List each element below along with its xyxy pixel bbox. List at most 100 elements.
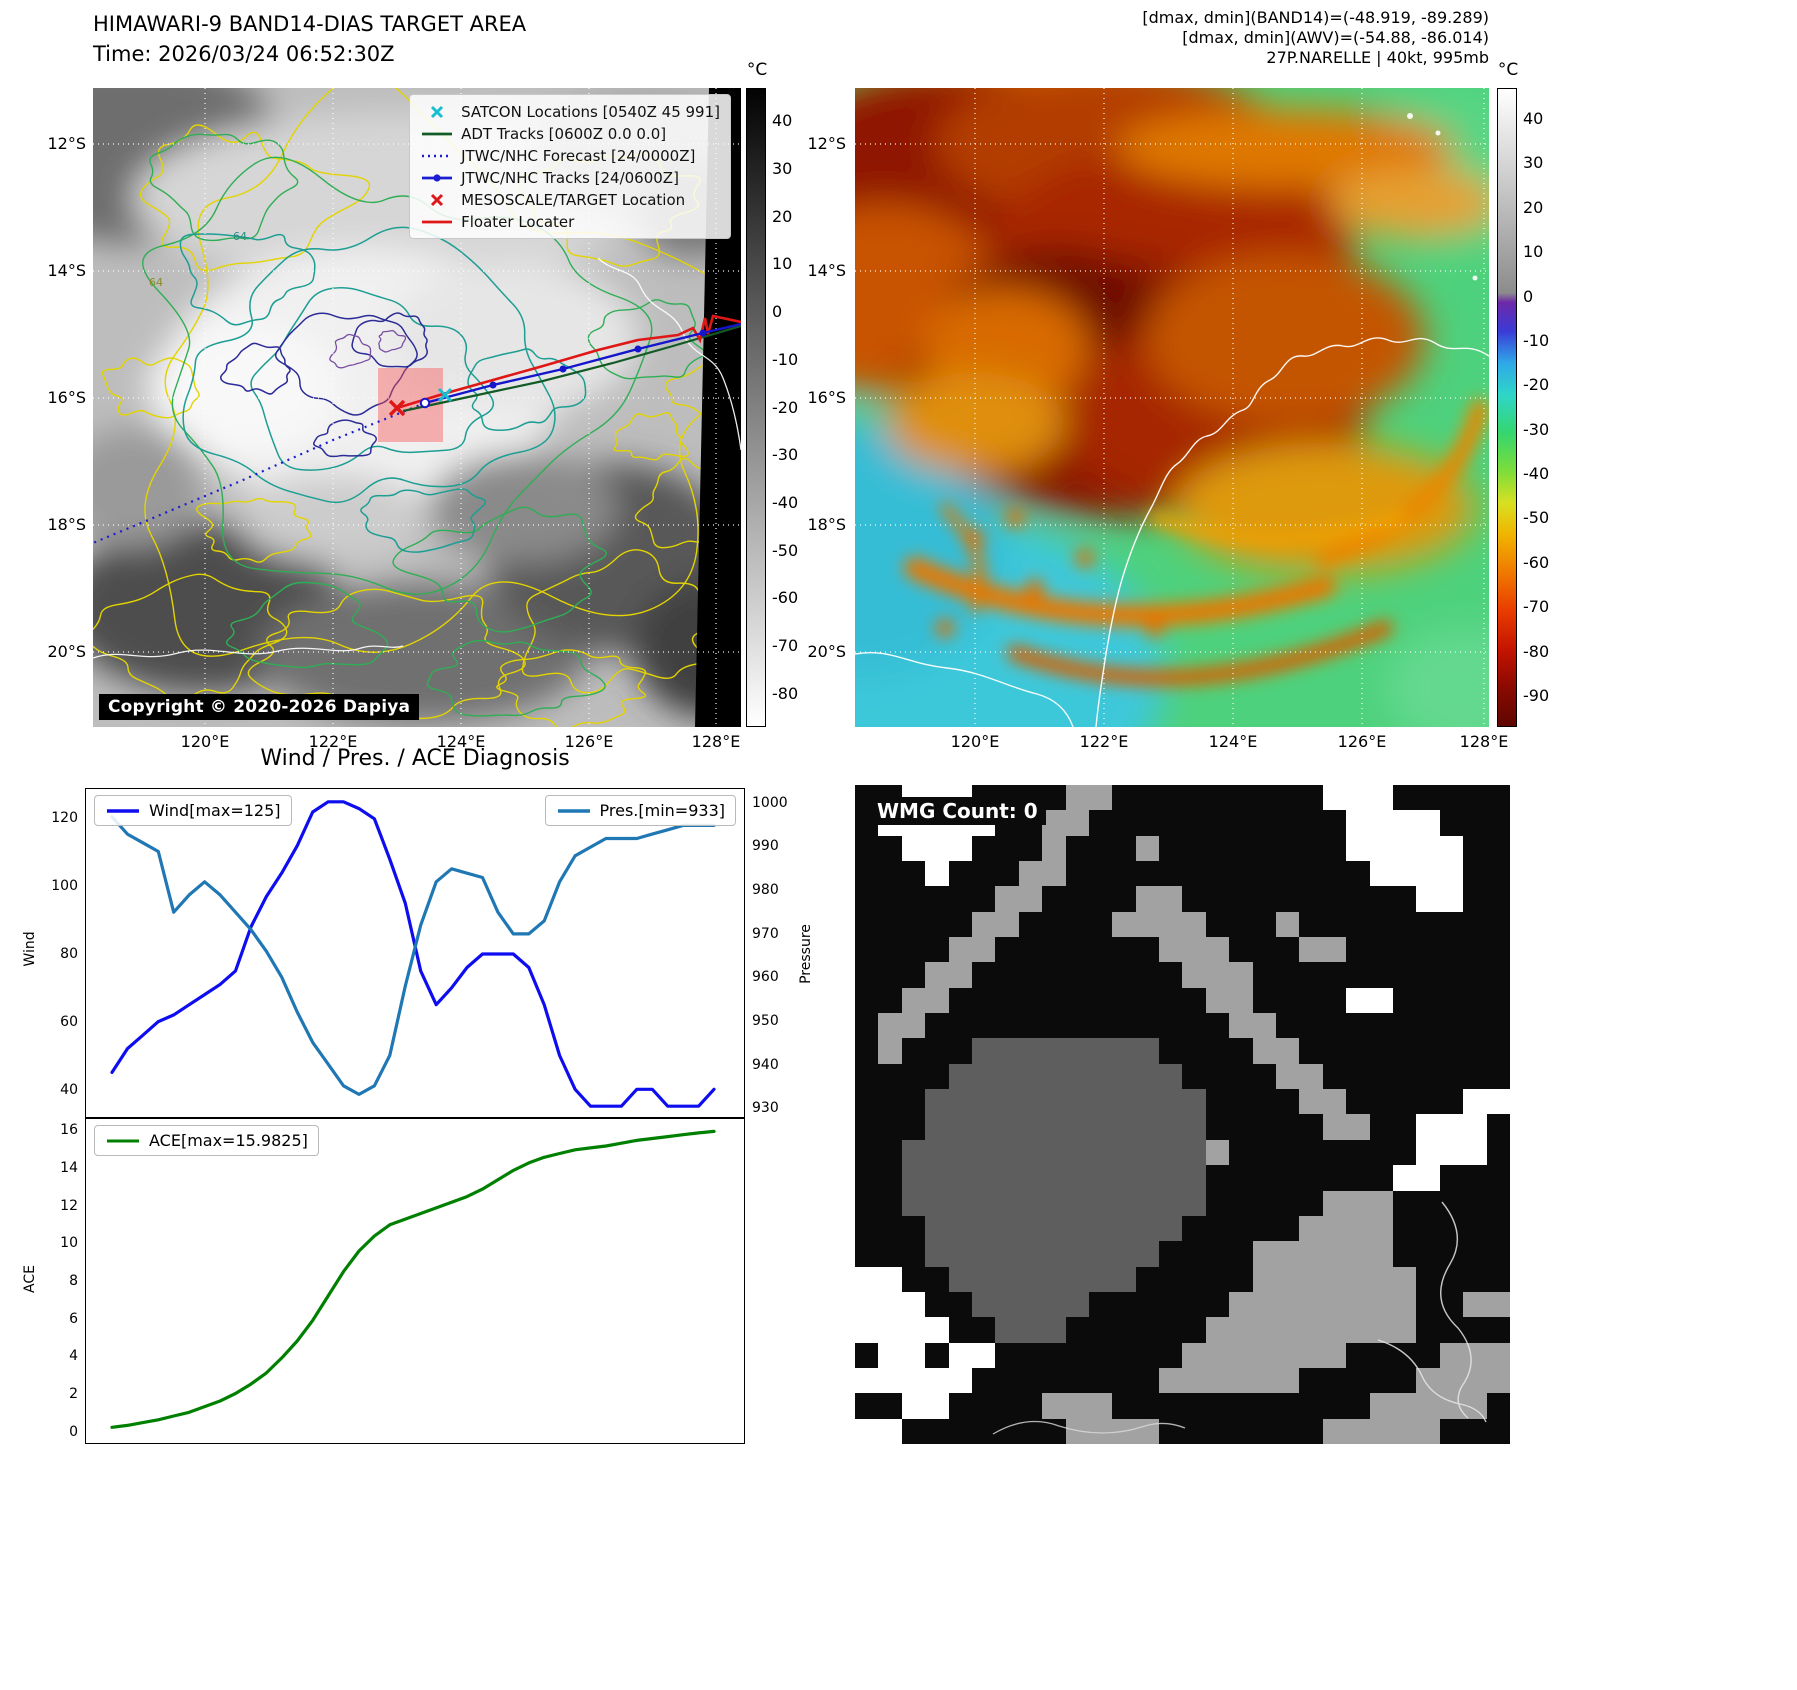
wmg-cell xyxy=(1393,937,1417,963)
wmg-cell xyxy=(995,1367,1019,1394)
wmg-cell xyxy=(1486,1393,1510,1419)
pressure-axis-tick-label: 950 xyxy=(752,1013,779,1029)
wmg-cell xyxy=(971,1291,996,1318)
wmg-cell xyxy=(1252,1342,1277,1368)
awv-colorbar xyxy=(1497,88,1517,727)
awv-lat-tick-label: 16°S xyxy=(807,388,846,407)
band14-time-subtitle: Time: 2026/03/24 06:52:30Z xyxy=(93,42,395,66)
wmg-cell xyxy=(1018,886,1043,912)
wmg-cell xyxy=(1252,861,1277,887)
wmg-cell xyxy=(1299,911,1323,938)
wmg-cell xyxy=(1205,785,1230,811)
wmg-coastline-overlay-2 xyxy=(992,1420,1186,1435)
wmg-cell xyxy=(1439,1114,1464,1140)
wmg-cell xyxy=(878,1291,902,1318)
wmg-cell xyxy=(1463,1038,1487,1064)
wmg-cell xyxy=(1322,1190,1347,1216)
wmg-cell xyxy=(1182,962,1206,988)
wmg-cell xyxy=(1182,1190,1206,1216)
wmg-cell xyxy=(1276,1393,1300,1419)
ace-axis-tick-label: 6 xyxy=(69,1311,78,1327)
wmg-cell xyxy=(1182,1291,1206,1318)
wmg-cell xyxy=(1065,962,1089,988)
wmg-cell xyxy=(855,1266,879,1292)
wmg-cell xyxy=(1018,1215,1043,1242)
wmg-cell xyxy=(901,1367,926,1394)
wmg-cell xyxy=(1463,987,1487,1014)
wmg-cell xyxy=(948,1342,972,1368)
wmg-cell xyxy=(1416,835,1440,862)
wmg-cell xyxy=(1416,1241,1440,1267)
wind-pressure-plot-area xyxy=(110,800,716,1108)
wmg-cell xyxy=(1205,1266,1230,1292)
wmg-cell xyxy=(1252,911,1277,938)
wmg-cell xyxy=(1042,785,1066,811)
wmg-cell xyxy=(1346,1114,1370,1140)
wmg-cell xyxy=(948,937,972,963)
wmg-cell xyxy=(1346,1013,1370,1039)
wmg-cell xyxy=(1159,1089,1183,1115)
wmg-cell xyxy=(1439,1317,1464,1343)
wmg-cell xyxy=(971,1165,996,1191)
wmg-cell xyxy=(1065,1342,1089,1368)
pressure-legend: Pres.[min=933] xyxy=(544,795,736,826)
legend-item-label: SATCON Locations [0540Z 45 991] xyxy=(461,102,720,121)
wmg-cell xyxy=(1088,1165,1113,1191)
wmg-cell xyxy=(1276,1038,1300,1064)
wmg-cell xyxy=(1439,886,1464,912)
wmg-cell xyxy=(1416,861,1440,887)
wind-axis-tick-label: 120 xyxy=(51,810,78,826)
wmg-cell xyxy=(948,987,972,1014)
wmg-cell xyxy=(1463,1291,1487,1318)
wmg-cell xyxy=(1346,785,1370,811)
wmg-cell xyxy=(1205,1063,1230,1090)
wmg-cell xyxy=(1416,1317,1440,1343)
wmg-cell xyxy=(1159,1063,1183,1090)
wmg-cell xyxy=(995,1089,1019,1115)
wmg-cell xyxy=(1112,911,1136,938)
wmg-cell xyxy=(925,987,949,1014)
wmg-cell xyxy=(1416,1393,1440,1419)
wmg-cell xyxy=(1393,1215,1417,1242)
wmg-cell xyxy=(1159,937,1183,963)
wmg-cell xyxy=(878,886,902,912)
legend-item: JTWC/NHC Tracks [24/0600Z] xyxy=(420,168,720,187)
wmg-cell xyxy=(1276,1089,1300,1115)
band14-lat-tick-label: 14°S xyxy=(47,261,86,280)
dmax-dmin-awv-label: [dmax, dmin](AWV)=(-54.88, -86.014) xyxy=(1182,28,1489,47)
wmg-cell xyxy=(1486,1317,1510,1343)
wmg-cell xyxy=(878,1241,902,1267)
legend-item: Floater Locater xyxy=(420,212,720,231)
wmg-cell xyxy=(995,962,1019,988)
wmg-cell xyxy=(995,1114,1019,1140)
wmg-cell xyxy=(1065,1241,1089,1267)
wmg-cell xyxy=(1369,1342,1394,1368)
wmg-cell xyxy=(1252,886,1277,912)
wmg-cell xyxy=(901,1089,926,1115)
wmg-cell xyxy=(1088,1342,1113,1368)
wmg-cell xyxy=(948,861,972,887)
wmg-cell xyxy=(855,1063,879,1090)
wmg-cell xyxy=(1135,886,1160,912)
wmg-cell xyxy=(1088,1215,1113,1242)
wmg-cell xyxy=(1042,937,1066,963)
band14-lat-tick-label: 12°S xyxy=(47,134,86,153)
convective-bands xyxy=(904,399,1489,686)
wmg-cell xyxy=(901,1317,926,1343)
wmg-cell xyxy=(1205,1215,1230,1242)
wmg-cell xyxy=(925,1013,949,1039)
wmg-cell xyxy=(1042,1190,1066,1216)
wmg-cell xyxy=(1276,1165,1300,1191)
wmg-cell xyxy=(1322,1367,1347,1394)
wmg-cell xyxy=(1299,937,1323,963)
wmg-cell xyxy=(1229,1190,1253,1216)
wmg-cell xyxy=(1369,937,1394,963)
wmg-cell xyxy=(1416,911,1440,938)
wmg-cell xyxy=(1065,886,1089,912)
wmg-cell xyxy=(1065,1063,1089,1090)
wmg-cell xyxy=(901,1013,926,1039)
wmg-cell xyxy=(1463,1266,1487,1292)
wmg-cell xyxy=(948,1291,972,1318)
wmg-cell xyxy=(995,886,1019,912)
wmg-cell xyxy=(1252,1089,1277,1115)
